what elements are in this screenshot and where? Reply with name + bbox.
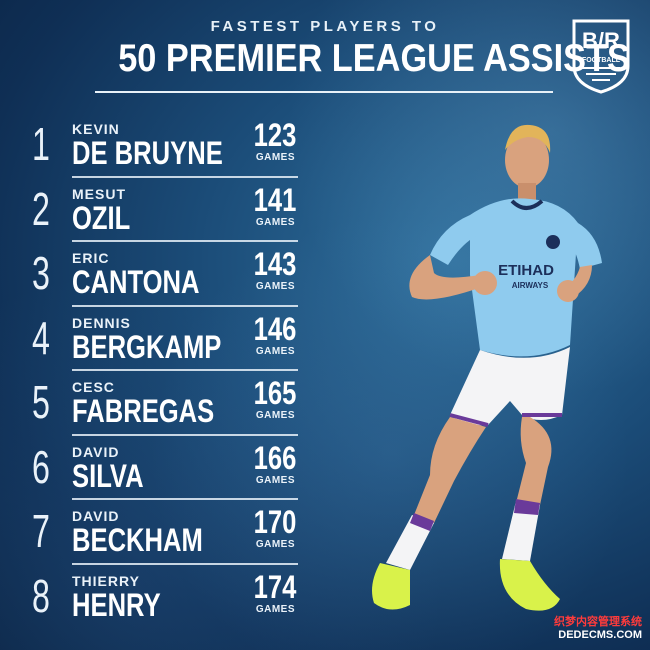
row-divider [72,562,298,565]
games-count: 141 [253,181,296,218]
watermark-line1: 织梦内容管理系统 [554,616,642,628]
rank-number: 3 [32,247,50,299]
ranking-row: 2 MESUT OZIL 141 GAMES [28,178,298,242]
ranking-row: 6 DAVID SILVA 166 GAMES [28,436,298,500]
title-divider [95,91,553,93]
row-divider [72,175,298,178]
player-last-name: HENRY [72,586,161,623]
ranking-row: 3 ERIC CANTONA 143 GAMES [28,242,298,307]
watermark: 织梦内容管理系统 DEDECMS.COM [554,616,642,642]
shirt-sponsor-sub: AIRWAYS [512,281,549,290]
games-label: GAMES [255,603,295,615]
player-first-name: ERIC [72,250,110,266]
player-last-name: OZIL [72,199,131,236]
rank-number: 1 [32,118,50,170]
ranking-row: 8 THIERRY HENRY 174 GAMES [28,565,298,630]
ranking-row: 7 DAVID BECKHAM 170 GAMES [28,500,298,565]
row-divider [72,304,298,307]
games-label: GAMES [255,216,295,228]
page-title: 50 PREMIER LEAGUE ASSISTS [118,37,630,80]
games-count: 146 [253,310,296,347]
games-label: GAMES [255,410,295,421]
player-last-name: SILVA [72,457,144,494]
ranking-list: 1 KEVIN DE BRUYNE 123 GAMES 2 MESUT OZIL 141 GAME… [28,113,298,629]
row-divider [72,498,298,500]
player-first-name: DAVID [72,443,120,460]
shirt-sponsor: ETIHAD [498,262,554,279]
player-last-name: CANTONA [72,264,200,300]
games-label: GAMES [255,281,295,292]
br-football-logo: B/R FOOTBALL [572,19,630,94]
player-first-name: KEVIN [72,121,120,137]
games-count: 123 [253,117,296,153]
ranking-row: 5 CESC FABREGAS 165 GAMES [28,371,298,436]
player-first-name: MESUT [72,185,126,202]
player-last-name: FABREGAS [72,393,215,429]
games-count: 143 [253,246,296,282]
ranking-row: 4 DENNIS BERGKAMP 146 GAMES [28,307,298,371]
rank-number: 5 [32,376,50,428]
player-illustration: ETIHAD AIRWAYS [372,124,602,611]
player-first-name: DENNIS [72,314,131,331]
header: FASTEST PLAYERS TO 50 PREMIER LEAGUE ASS… [90,18,630,81]
games-label: GAMES [255,539,295,550]
subtitle: FASTEST PLAYERS TO [210,18,440,35]
logo-brand: B/R [582,28,620,53]
player-first-name: DAVID [72,508,120,524]
rank-number: 7 [32,505,50,557]
player-first-name: CESC [72,379,115,395]
row-divider [72,433,298,436]
rank-number: 4 [32,311,50,364]
ranking-row: 1 KEVIN DE BRUYNE 123 GAMES [28,113,298,178]
games-label: GAMES [255,152,295,163]
rank-number: 6 [32,440,50,493]
games-count: 170 [253,504,296,540]
rank-number: 2 [32,182,50,235]
games-label: GAMES [255,345,295,357]
row-divider [72,240,298,242]
watermark-line2: DEDECMS.COM [558,629,642,641]
player-last-name: BECKHAM [72,522,203,558]
row-divider [72,369,298,371]
logo-sub: FOOTBALL [582,57,621,64]
player-last-name: BERGKAMP [72,328,222,365]
player-first-name: THIERRY [72,572,140,589]
games-count: 166 [253,439,296,476]
games-count: 174 [253,568,296,605]
games-count: 165 [253,375,296,411]
rank-number: 8 [32,569,50,622]
games-label: GAMES [255,474,295,486]
player-last-name: DE BRUYNE [72,135,223,171]
